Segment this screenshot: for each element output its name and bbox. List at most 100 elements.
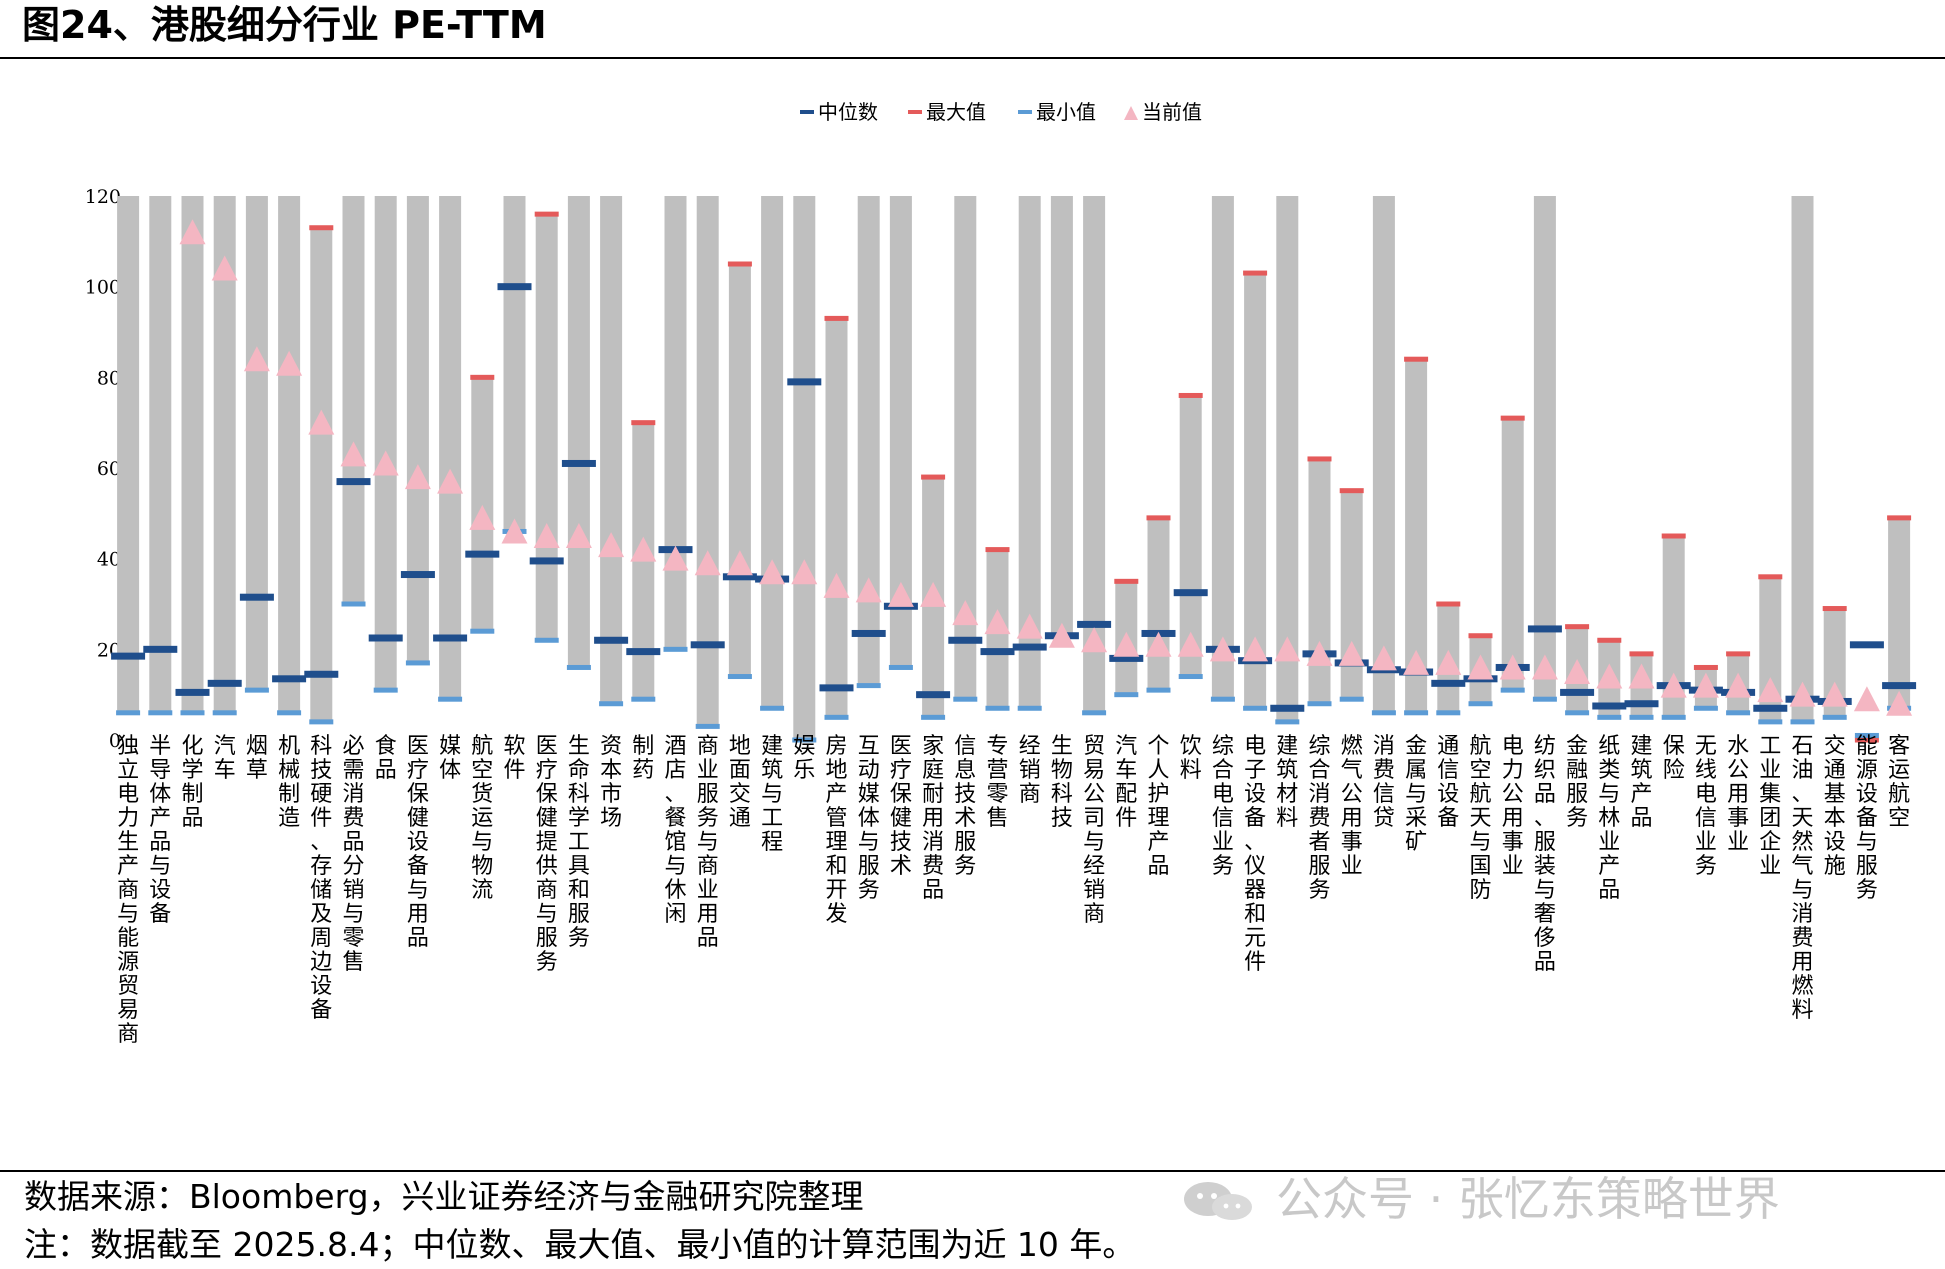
x-category-label: 工业集团企业: [1759, 734, 1781, 879]
range-bar: [954, 196, 977, 700]
x-category-label: 电子设备、仪器和元件: [1244, 734, 1266, 975]
min-marker: [856, 683, 881, 689]
current-marker: [404, 464, 431, 490]
range-bar: [406, 196, 429, 663]
min-marker: [1629, 714, 1654, 720]
watermark-text: 公众号 · 张忆东策略世界: [1276, 1172, 1780, 1226]
wechat-icon: [1184, 1182, 1252, 1220]
range-bar: [278, 196, 301, 713]
max-marker: [1661, 533, 1686, 539]
x-category-label: 必需消费品分销与零售: [342, 734, 364, 975]
range-bar: [1308, 458, 1331, 704]
x-category-label: 建筑与工程: [761, 734, 783, 855]
current-marker: [1886, 690, 1913, 716]
max-marker: [1468, 633, 1493, 639]
current-marker: [1467, 654, 1494, 680]
min-marker: [1468, 701, 1493, 707]
min-marker: [1500, 687, 1525, 693]
range-bar: [1276, 196, 1299, 722]
max-marker: [1178, 392, 1203, 398]
x-category-label: 客运航空: [1888, 734, 1910, 831]
x-category-label: 医疗保健提供商与服务: [536, 734, 558, 975]
current-marker: [1145, 631, 1172, 657]
current-marker: [1499, 654, 1526, 680]
current-marker: [1306, 640, 1333, 666]
x-category-label: 综合消费者服务: [1308, 734, 1330, 903]
max-marker: [1565, 624, 1590, 630]
current-marker: [308, 409, 335, 435]
median-marker: [722, 573, 757, 581]
median-marker: [594, 636, 629, 644]
current-marker: [1725, 672, 1752, 698]
median-marker: [175, 688, 210, 696]
range-bar: [149, 196, 172, 713]
range-bar: [1050, 196, 1073, 636]
min-marker: [1082, 710, 1107, 716]
max-marker: [1114, 578, 1139, 584]
legend-label: 最大值: [926, 100, 986, 124]
x-category-label: 地面交通: [729, 734, 751, 831]
range-bar: [1759, 576, 1782, 722]
max-marker: [534, 211, 559, 217]
range-bar: [310, 227, 333, 722]
current-marker: [1209, 636, 1236, 662]
min-marker: [1693, 705, 1718, 711]
y-tick-label: 0: [109, 730, 121, 752]
range-bar: [117, 196, 140, 713]
min-marker: [1404, 710, 1429, 716]
range-bar: [374, 196, 397, 691]
median-marker: [1849, 641, 1884, 649]
x-category-label: 家庭耐用消费品: [922, 734, 944, 903]
current-marker: [1242, 636, 1269, 662]
median-marker: [465, 550, 500, 558]
min-marker: [1275, 719, 1300, 725]
max-marker: [1307, 456, 1332, 462]
x-category-label: 化学制品: [181, 734, 203, 831]
max-marker: [1726, 651, 1751, 657]
x-category-label: 信息技术服务: [954, 734, 976, 879]
x-category-label: 酒店、餐馆与休闲: [664, 734, 686, 927]
max-marker: [1629, 651, 1654, 657]
min-marker: [727, 674, 752, 680]
range-bar: [793, 196, 816, 740]
min-marker: [888, 664, 913, 670]
max-marker: [1758, 574, 1783, 580]
range-bar: [1372, 196, 1395, 713]
min-marker: [1307, 701, 1332, 707]
max-marker: [1693, 664, 1718, 670]
median-marker: [336, 478, 371, 486]
median-marker: [980, 648, 1015, 656]
legend-marker-2: [1018, 110, 1032, 114]
x-category-label: 金属与采矿: [1405, 734, 1427, 855]
median-marker: [1753, 704, 1788, 712]
current-marker: [533, 523, 560, 548]
range-bar: [503, 196, 526, 532]
y-tick-label: 80: [97, 367, 121, 389]
median-marker: [1527, 625, 1562, 633]
min-marker: [1210, 696, 1235, 702]
min-marker: [405, 660, 430, 666]
chart-legend: 中位数 最大值 最小值 当前值: [800, 100, 1202, 124]
min-marker: [341, 601, 366, 607]
range-bars: [117, 196, 1911, 740]
current-marker: [662, 545, 689, 571]
range-bar: [889, 196, 912, 668]
x-category-label: 经销商: [1019, 734, 1041, 807]
x-category-label: 交通基本设施: [1824, 734, 1846, 879]
median-marker: [143, 645, 178, 653]
median-marker: [304, 670, 339, 678]
x-category-label: 商业服务与商业用品: [697, 734, 719, 951]
y-tick-label: 40: [97, 549, 121, 571]
median-marker: [1431, 679, 1466, 687]
y-tick-label: 100: [85, 277, 121, 299]
current-marker: [791, 559, 818, 585]
range-bar: [245, 196, 268, 691]
min-marker: [180, 710, 205, 716]
y-tick-label: 120: [85, 186, 121, 208]
min-marker: [1597, 714, 1622, 720]
min-marker: [1371, 710, 1396, 716]
min-marker: [1114, 692, 1139, 698]
x-category-label: 生命科学工具和服务: [568, 734, 590, 951]
legend-label: 最小值: [1036, 100, 1096, 124]
